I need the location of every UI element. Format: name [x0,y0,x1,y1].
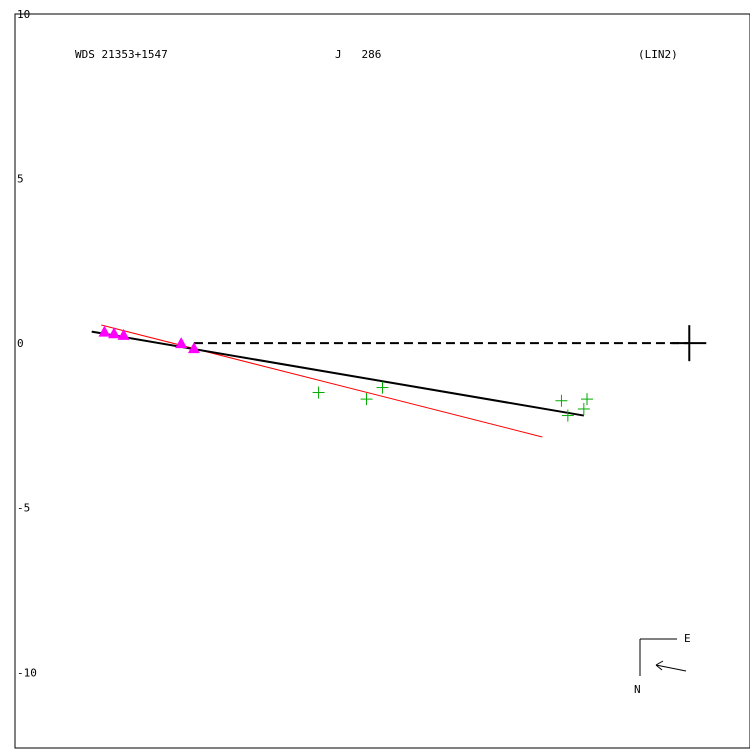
triangle-point [175,337,188,349]
header-right-label: (LIN2) [638,48,678,61]
y-tick-label: 0 [17,337,24,350]
compass-north-label: N [634,683,641,696]
compass-east-label: E [684,632,691,645]
plus-point [376,381,389,394]
y-tick-label: -5 [17,502,30,515]
motion-arrow-head-top [655,660,664,666]
y-tick-label: 10 [17,8,30,21]
triangle-point [98,325,111,337]
fit-line-black [91,330,584,417]
plot-frame [14,13,750,749]
motion-arrow-head-bottom [655,664,663,671]
triangle-point [187,342,200,354]
fit-line-red [101,324,543,438]
header-center-label: J 286 [335,48,381,61]
plus-point [561,409,574,422]
header-left-label: WDS 21353+1547 [75,48,168,61]
fit-lines [91,324,690,438]
data-markers [98,325,594,422]
y-tick-labels: 10 5 0 -5 -10 [17,8,37,679]
triangle-point [108,327,121,339]
primary-star-marker [672,325,707,362]
plus-point [555,394,568,407]
plus-point [360,393,373,406]
plus-point [577,402,590,415]
plus-point [312,386,325,399]
triangle-point [117,328,130,340]
plus-point [581,393,594,406]
y-tick-label: 5 [17,173,24,186]
y-tick-label: -10 [17,666,37,679]
compass: E N [634,632,691,696]
motion-arrow-shaft [655,664,687,672]
